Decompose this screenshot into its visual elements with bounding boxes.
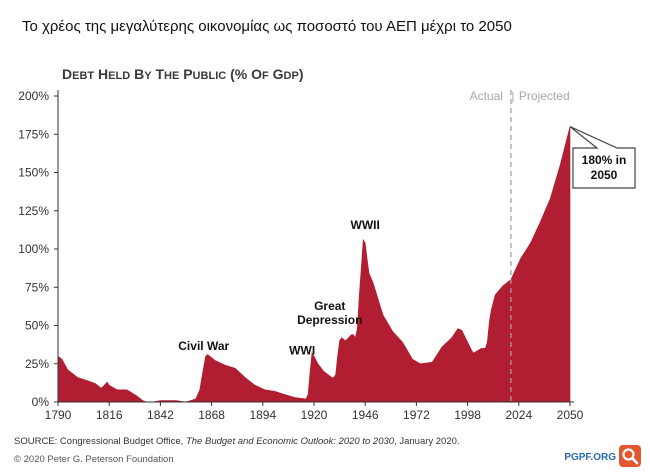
- callout-box: [569, 126, 636, 189]
- x-tick-label: 1920: [301, 408, 328, 422]
- magnifier-icon: [619, 445, 641, 467]
- y-tick-label: 25%: [25, 357, 49, 371]
- footer-logo[interactable]: PGPF.ORG: [564, 452, 616, 463]
- label-projected: Projected: [519, 89, 570, 103]
- y-tick-label: 200%: [18, 89, 49, 103]
- y-tick-label: 100%: [18, 242, 49, 256]
- x-tick-label: 2050: [557, 408, 584, 422]
- x-tick-label: 1842: [147, 408, 174, 422]
- copyright-note: © 2020 Peter G. Peterson Foundation: [14, 454, 174, 465]
- label-actual: Actual: [470, 89, 503, 103]
- callout-label: 2050: [591, 168, 618, 182]
- page-caption: Το χρέος της μεγαλύτερης οικονομίας ως π…: [22, 18, 512, 35]
- event-annotation: WWII: [351, 218, 380, 232]
- label-separator: |: [511, 89, 514, 103]
- y-tick-label: 175%: [18, 127, 49, 141]
- y-tick-label: 150%: [18, 166, 49, 180]
- event-annotation: Depression: [297, 313, 362, 327]
- callout-label: 180% in: [582, 153, 627, 167]
- y-tick-label: 0%: [32, 395, 50, 409]
- x-tick-label: 1946: [352, 408, 379, 422]
- x-tick-label: 1816: [96, 408, 123, 422]
- debt-area: [57, 126, 571, 403]
- x-tick-label: 1998: [454, 408, 481, 422]
- event-annotation: Civil War: [178, 339, 229, 353]
- x-tick-label: 1790: [45, 408, 72, 422]
- event-annotation: WWI: [289, 344, 315, 358]
- x-tick-label: 1894: [249, 408, 276, 422]
- y-tick-label: 125%: [18, 204, 49, 218]
- source-note: SOURCE: Congressional Budget Office, The…: [14, 436, 460, 447]
- x-tick-label: 2024: [505, 408, 532, 422]
- chart-title: DEBT HELD BY THE PUBLIC (% OF GDP): [62, 66, 303, 82]
- x-tick-label: 1868: [198, 408, 225, 422]
- y-tick-label: 50%: [25, 319, 49, 333]
- source-title: The Budget and Economic Outlook: 2020 to…: [185, 436, 395, 447]
- event-annotation: Great: [314, 299, 345, 313]
- x-tick-label: 1972: [403, 408, 430, 422]
- y-tick-label: 75%: [25, 280, 49, 294]
